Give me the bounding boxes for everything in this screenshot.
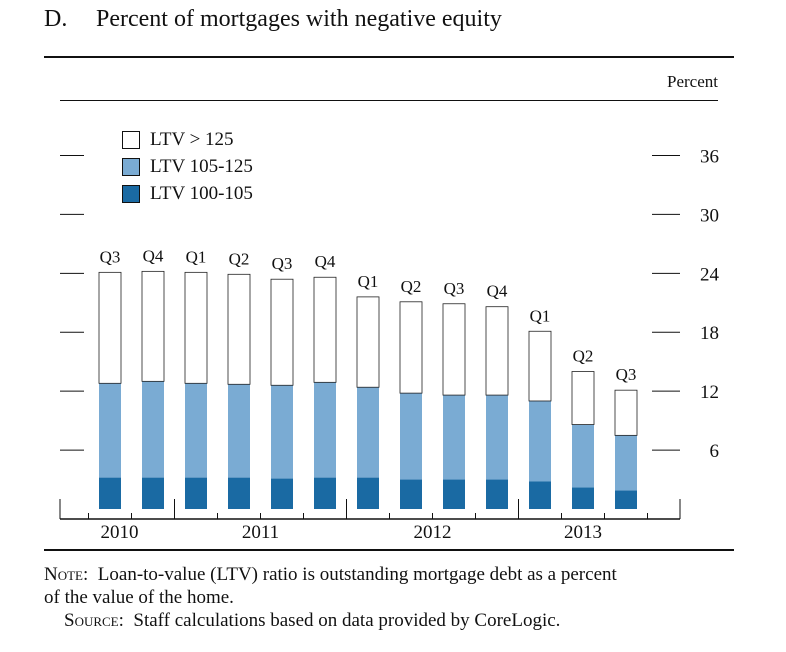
bar-segment [572,487,594,509]
source-text: Staff calculations based on data provide… [133,610,561,631]
x-year-label: 2010 [101,522,139,543]
quarter-label: Q2 [573,347,594,366]
bar-segment [399,301,423,394]
y-tick-label: 18 [700,323,719,344]
top-rule [44,56,734,58]
legend-swatch [122,130,140,149]
legend: LTV > 125 LTV 105-125 LTV 100-105 [122,126,253,207]
legend-label: LTV 100-105 [150,182,253,204]
bar-segment [227,273,251,385]
bar-segment [184,271,208,384]
bar-segment [442,303,466,396]
bar-segment [486,479,508,509]
bar-segment [485,306,509,396]
y-tick-label: 6 [710,441,720,462]
bar-segment [142,477,164,509]
bar-segment [443,395,465,480]
bar-segment [313,276,337,383]
legend-item: LTV > 125 [122,126,253,153]
legend-label: LTV 105-125 [150,155,253,177]
bar-segment [314,477,336,509]
source-label: Source: [64,610,124,631]
quarter-label: Q4 [143,246,164,265]
chart-area: 6 12 18 24 30 36 Q3 Q4 Q1 Q2 Q3 Q4 Q1 Q2 Q3 Q4 Q1 Q2 Q3 201… [59,146,720,543]
quarter-label: Q4 [487,282,508,301]
note-line: Note: Loan-to-value (LTV) ratio is outst… [44,563,744,586]
y-tick-label: 30 [700,205,719,226]
bar-segment [443,479,465,509]
note-label: Note: [44,564,89,585]
bar-segment [357,477,379,509]
legend-swatch [122,157,140,176]
bar-segment [98,271,122,384]
note-line-continued: of the value of the home. [44,586,744,609]
bar-segment [314,382,336,478]
quarter-label: Q4 [315,252,336,271]
figure-title-text: Percent of mortgages with negative equit… [96,6,502,32]
bar-segment [615,435,637,491]
legend-item: LTV 100-105 [122,180,253,207]
bar-segment [356,296,380,388]
bar-segment [614,389,638,436]
y-tick-label: 24 [700,264,720,285]
quarter-label: Q3 [616,365,637,384]
bar-segment [99,477,121,509]
bar-segment [528,330,552,402]
bar-segment [271,385,293,479]
quarter-label: Q3 [272,254,293,273]
note-text: Loan-to-value (LTV) ratio is outstanding… [97,564,617,585]
bar-segment [571,371,595,425]
figure-title: D. Percent of mortgages with negative equ… [44,6,502,33]
bar-segment [400,479,422,509]
bar-segment [400,393,422,480]
quarter-label: Q2 [229,249,250,268]
y-tick-label: 12 [700,382,719,403]
quarter-label: Q1 [530,306,551,325]
bar-segment [142,381,164,478]
bar-segment [486,395,508,480]
legend-swatch [122,184,140,203]
unit-label: Percent [667,72,718,91]
figure-letter: D. [44,6,68,32]
x-year-label: 2013 [564,522,602,543]
quarter-label: Q1 [358,272,379,291]
bar-segment [185,383,207,478]
bar-segment [99,383,121,478]
legend-item: LTV 105-125 [122,153,253,180]
source-line: Source: Staff calculations based on data… [44,609,744,632]
bar-segment [185,477,207,509]
bar-segment [357,387,379,478]
bar-segment [615,490,637,509]
bar-segment [228,477,250,509]
quarter-label: Q1 [186,247,207,266]
quarter-label: Q3 [100,247,121,266]
bar-segment [228,384,250,478]
quarter-label: Q3 [444,279,465,298]
bar-segment [271,478,293,509]
bar-segment [529,481,551,509]
note-block: Note: Loan-to-value (LTV) ratio is outst… [44,563,744,632]
bar-segment [572,424,594,488]
x-year-label: 2011 [242,522,279,543]
bar-segment [529,400,551,482]
note-text-continued: of the value of the home. [44,587,234,608]
subtitle-rule [60,100,718,101]
quarter-label: Q2 [401,277,422,296]
bar-segment [270,278,294,386]
bar-segment [141,270,165,382]
legend-label: LTV > 125 [150,128,234,150]
y-tick-label: 36 [700,146,719,167]
x-year-label: 2012 [414,522,452,543]
bottom-rule [44,549,734,551]
